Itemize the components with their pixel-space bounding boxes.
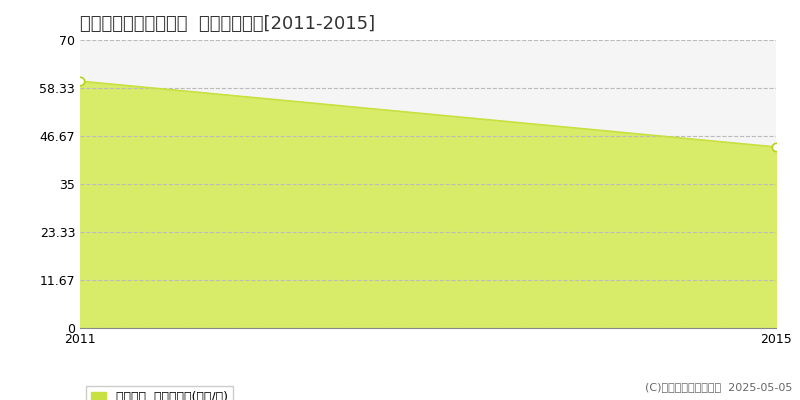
Point: [770, 144, 782, 150]
Legend: 土地価格  平均坪単価(万円/坪): 土地価格 平均坪単価(万円/坪): [86, 386, 234, 400]
Point: [74, 78, 86, 84]
Text: 新潟市中央区医学町通  土地価格推移[2011-2015]: 新潟市中央区医学町通 土地価格推移[2011-2015]: [80, 15, 375, 33]
Text: (C)土地価格ドットコム  2025-05-05: (C)土地価格ドットコム 2025-05-05: [645, 382, 792, 392]
